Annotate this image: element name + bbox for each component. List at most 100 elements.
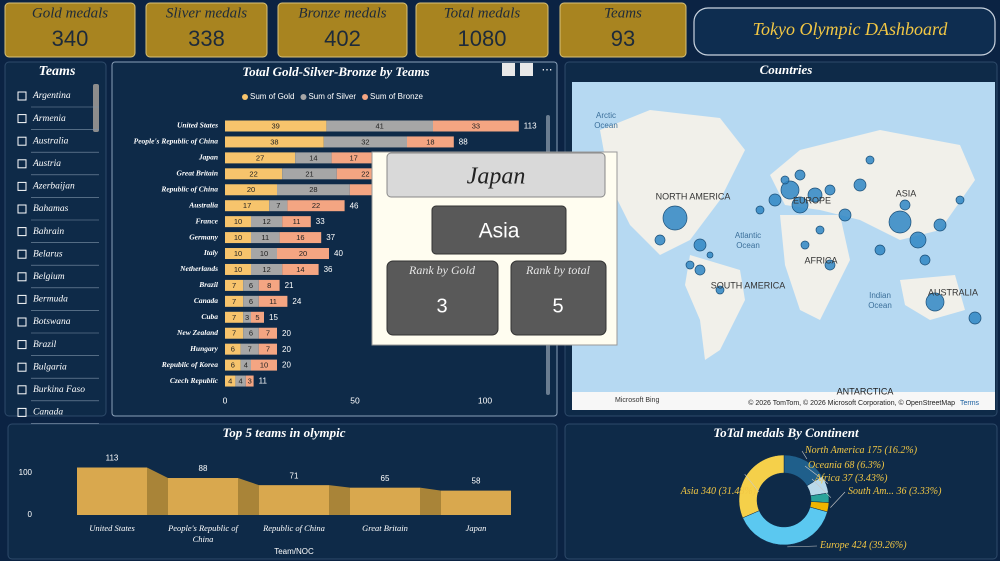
map-terms[interactable]: Terms (960, 400, 980, 407)
bar-segment (251, 311, 264, 323)
filter-icon[interactable] (502, 63, 515, 76)
checkbox[interactable] (17, 159, 27, 169)
checkbox[interactable] (17, 204, 27, 214)
checkbox[interactable] (17, 249, 27, 259)
y-tick-label: Netherlands (179, 264, 218, 273)
slicer-item[interactable]: Canada (33, 408, 63, 418)
data-label: 7 (248, 345, 252, 354)
data-label: 7 (232, 329, 236, 338)
bar-segment (277, 184, 350, 196)
data-label: South Am... 36 (3.33%) (848, 486, 942, 497)
map-bubble (768, 193, 782, 207)
map-label: SOUTH AMERICA (711, 280, 786, 290)
bar-segment (251, 216, 283, 228)
x-tick-label: 100 (478, 395, 492, 405)
tooltip-continent: Asia (479, 220, 520, 243)
tooltip-team: Japan (467, 164, 526, 190)
chart-title: Top 5 teams in olympic (222, 425, 345, 440)
slicer-item[interactable]: Botswana (33, 317, 71, 327)
data-label: 113 (106, 454, 119, 463)
map-bubble (715, 285, 725, 295)
map-label: Indian Ocean (868, 291, 892, 310)
bar-segment (251, 263, 283, 275)
total-label: 46 (350, 201, 359, 210)
ribbon (329, 485, 350, 515)
data-label: 7 (276, 201, 280, 210)
bar (77, 467, 147, 515)
slicer-item[interactable]: Armenia (32, 114, 66, 124)
y-tick-label: Canada (194, 296, 218, 305)
label-name: Africa (814, 473, 840, 484)
bar-segment (269, 200, 288, 212)
data-label: 18 (426, 137, 434, 146)
slicer-item[interactable]: Austria (32, 159, 61, 169)
map-attribution: © 2026 TomTom, © 2026 Microsoft Corporat… (748, 399, 955, 407)
y-tick-label: Great Britain (177, 169, 218, 178)
slicer-item[interactable]: Azerbaijan (32, 182, 75, 192)
ribbon (420, 487, 441, 515)
slicer-item[interactable]: Argentina (32, 91, 71, 101)
data-label: 7 (232, 313, 236, 322)
total-label: 21 (285, 281, 294, 290)
x-tick-label: Great Britain (362, 523, 408, 533)
bar-segment (331, 152, 376, 164)
checkbox[interactable] (17, 181, 27, 191)
bar-segment (279, 232, 322, 244)
checkbox[interactable] (17, 362, 27, 372)
slicer-item[interactable]: Brazil (33, 340, 57, 350)
data-label: Europe 424 (39.26%) (819, 540, 907, 551)
kpi-label: Sliver medals (166, 5, 247, 21)
data-label: 11 (293, 217, 301, 226)
total-label: 24 (292, 297, 301, 306)
checkbox[interactable] (17, 91, 27, 101)
slicer-item[interactable]: Bermuda (33, 295, 68, 305)
bar-segment (277, 248, 329, 260)
slicer-item[interactable]: Bahamas (33, 204, 69, 214)
checkbox[interactable] (17, 114, 27, 124)
data-label: 7 (266, 329, 270, 338)
map-bubble (824, 259, 836, 271)
checkbox[interactable] (17, 136, 27, 146)
slicer-item[interactable]: Belarus (33, 249, 63, 259)
map-logo: Microsoft Bing (615, 397, 659, 404)
map-bubble (899, 199, 911, 211)
y-tick-label: Republic of China (160, 184, 218, 193)
data-label: 7 (232, 297, 236, 306)
slicer-item[interactable]: Burkina Faso (33, 385, 85, 395)
map-bubble (662, 205, 688, 231)
rank-total-label: Rank by total (525, 263, 591, 277)
y-tick-label: People's Republic of China (134, 137, 219, 146)
focus-icon[interactable] (520, 63, 533, 76)
slicer-item[interactable]: Belgium (33, 272, 65, 282)
slicer-item[interactable]: Bahrain (33, 227, 64, 237)
map-bubble (824, 184, 836, 196)
map-bubble (853, 178, 867, 192)
slicer-title: Teams (39, 64, 76, 79)
checkbox[interactable] (17, 385, 27, 395)
kpi-card (415, 2, 549, 58)
bar-segment (243, 311, 251, 323)
checkbox[interactable] (17, 227, 27, 237)
checkbox[interactable] (17, 340, 27, 350)
checkbox[interactable] (17, 272, 27, 282)
bar-segment (282, 263, 319, 275)
map-label: ASIA (896, 188, 917, 198)
bar-segment (243, 279, 259, 291)
more-options[interactable]: ⋯ (542, 64, 553, 76)
y-tick-label: Italy (203, 248, 219, 257)
checkbox[interactable] (17, 317, 27, 327)
checkbox[interactable] (17, 407, 27, 417)
slicer-item[interactable]: Bulgaria (33, 362, 67, 372)
bar-segment (225, 359, 241, 371)
leader-line (744, 473, 760, 493)
y-tick-label: New Zealand (176, 328, 218, 337)
data-label: 58 (472, 477, 481, 486)
slicer-item[interactable]: Australia (32, 136, 69, 146)
leader-line (811, 478, 832, 498)
kpi-label: Teams (604, 5, 642, 21)
checkbox[interactable] (17, 294, 27, 304)
bar-segment (225, 343, 241, 355)
bar-segment (235, 375, 246, 387)
label-value: 36 (3.33%) (895, 486, 942, 497)
